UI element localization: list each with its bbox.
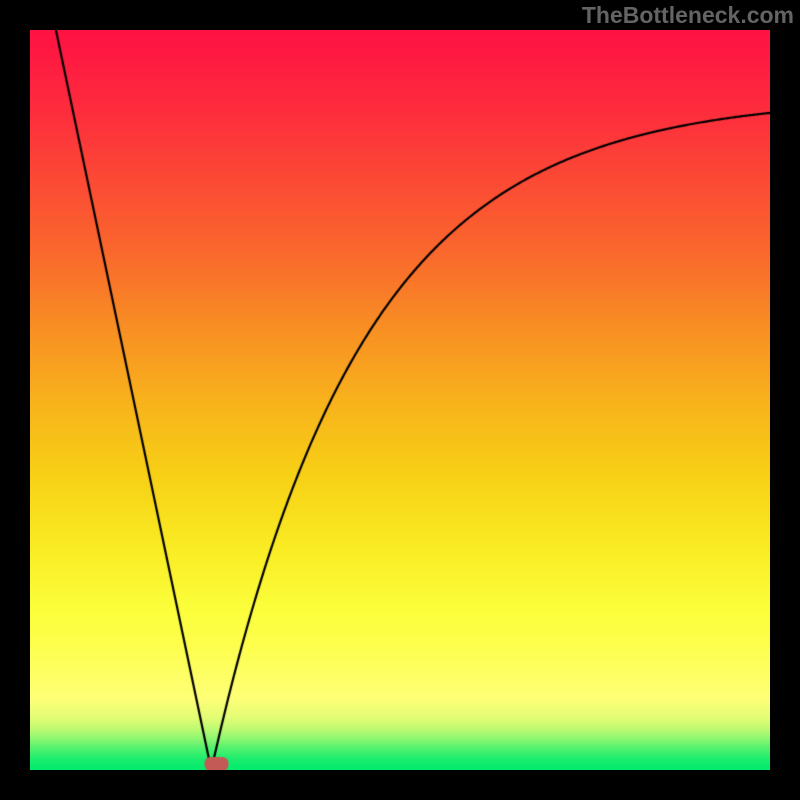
bottleneck-chart [30,30,770,770]
chart-stage: TheBottleneck.com [0,0,800,800]
watermark-text: TheBottleneck.com [582,2,794,29]
